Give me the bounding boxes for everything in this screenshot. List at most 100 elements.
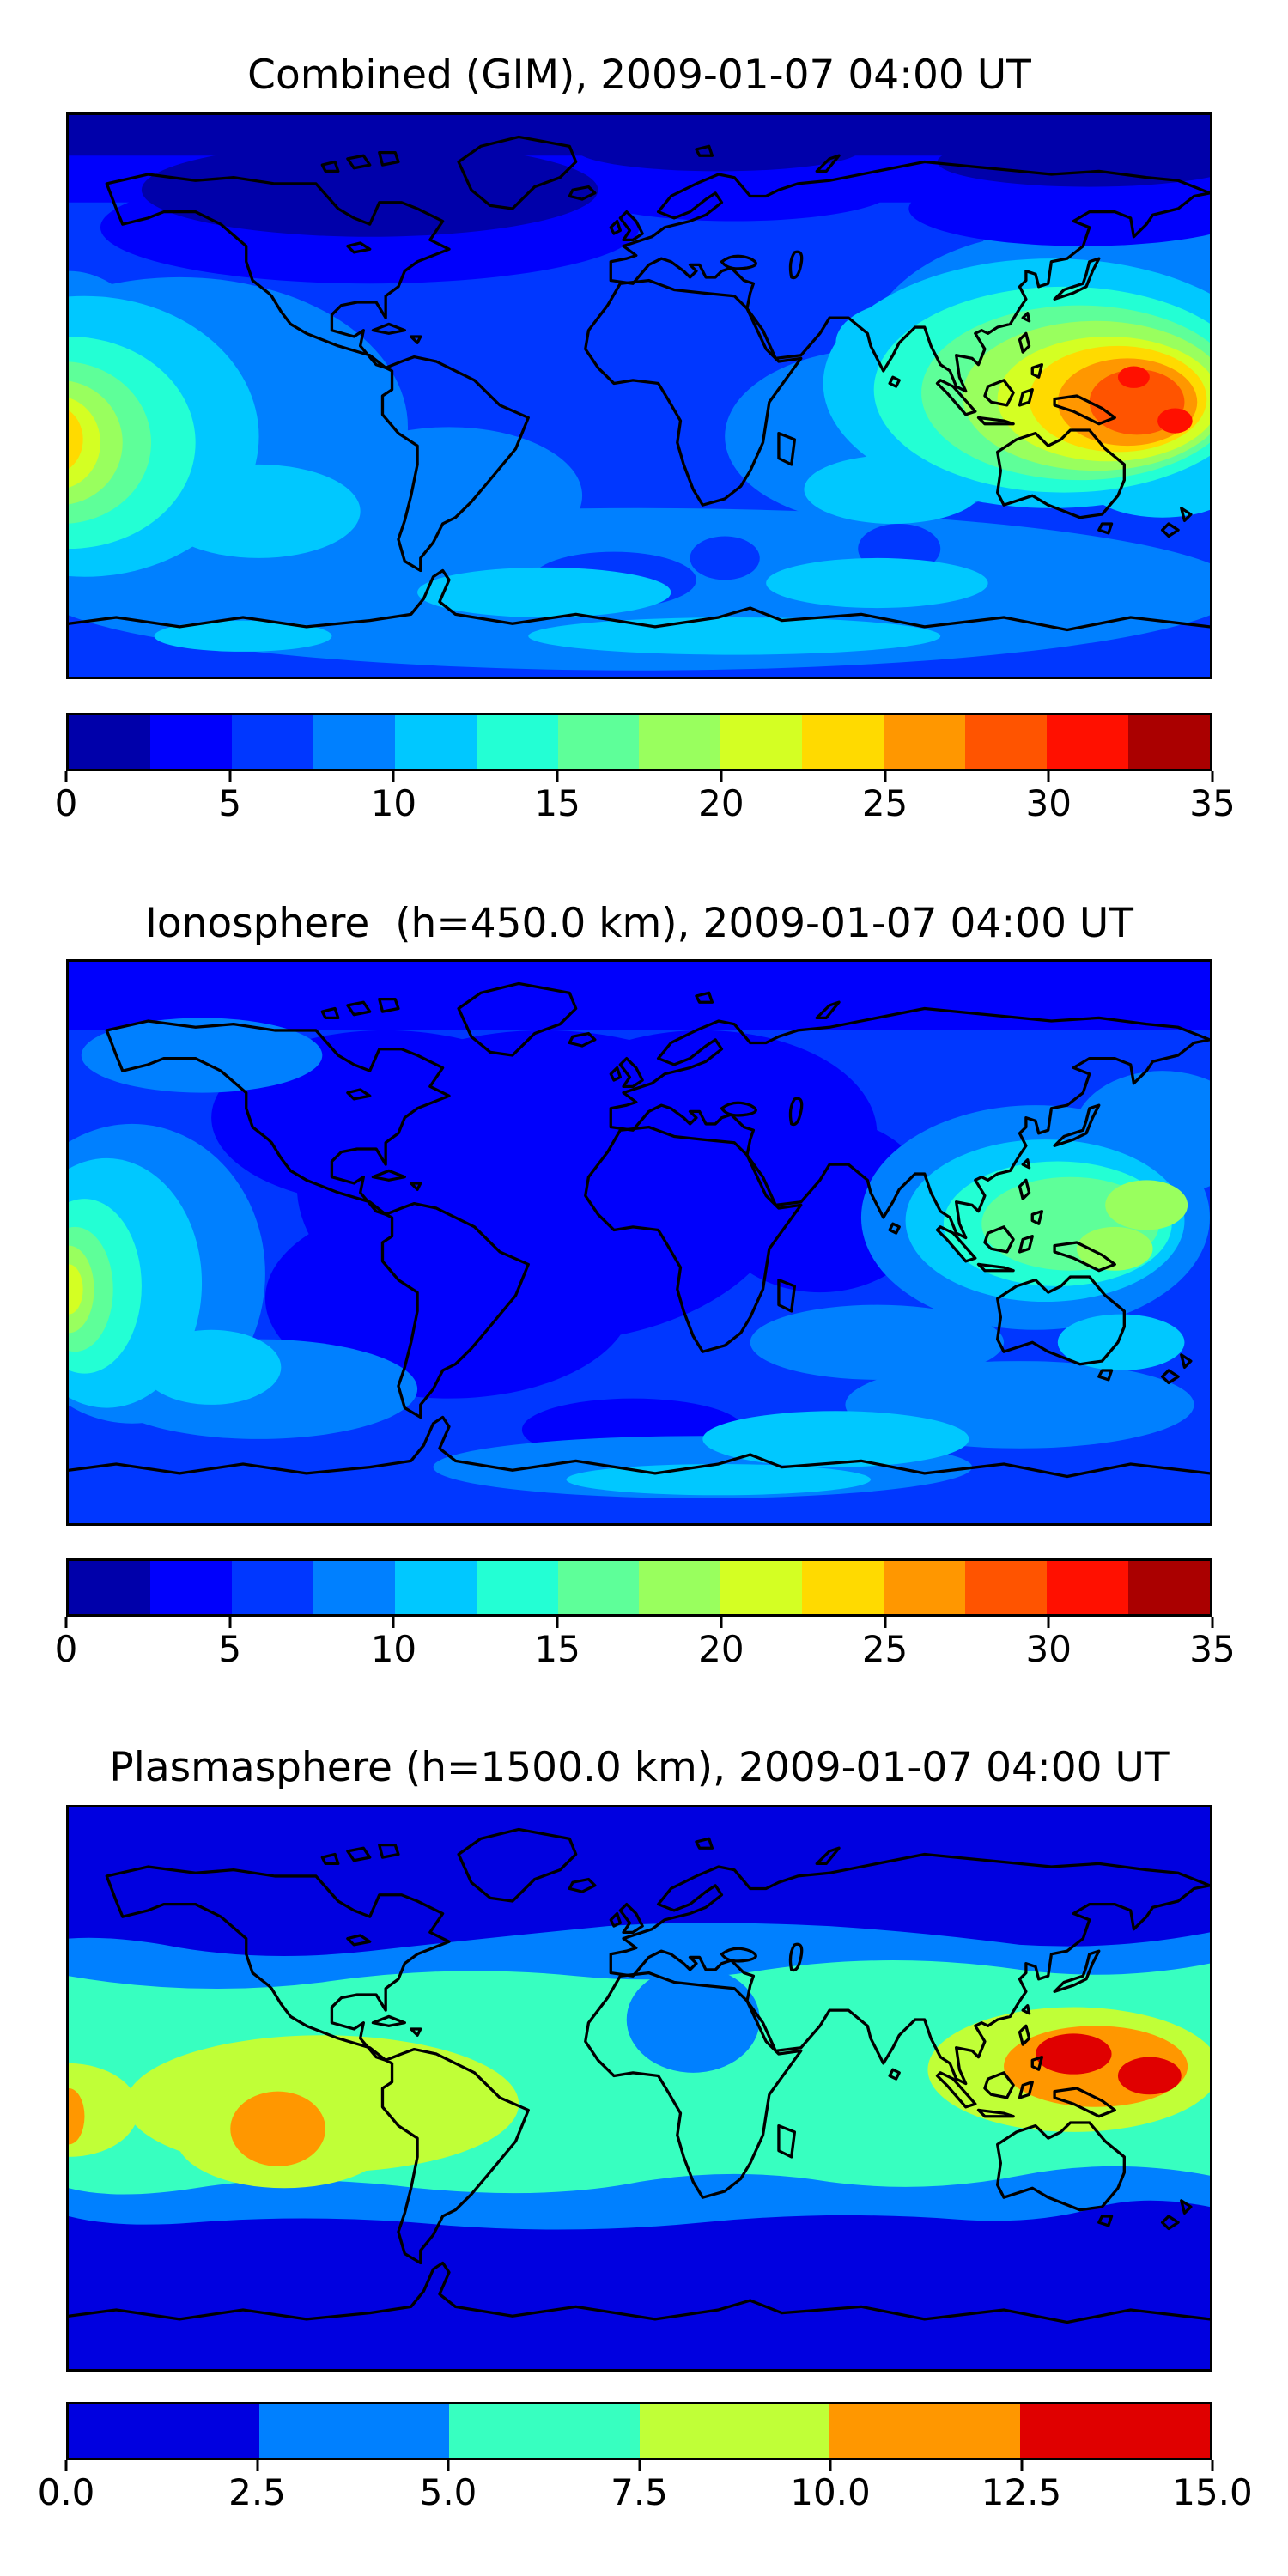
- colorbar-tick-label: 35: [1189, 782, 1236, 824]
- colorbar-tick-label: 15: [534, 782, 580, 824]
- colorbar-segment: [720, 1561, 803, 1614]
- colorbar-tick-label: 30: [1025, 1628, 1072, 1670]
- colorbar-tick-label: 15: [534, 1628, 580, 1670]
- colorbar-tick-mark: [720, 1617, 723, 1628]
- colorbar-tick-label: 2.5: [228, 2471, 286, 2513]
- colorbar-segment: [313, 715, 395, 769]
- map-plasmasphere-contours: [69, 1807, 1210, 2369]
- colorbar-segment: [69, 715, 150, 769]
- colorbar-tick-mark: [1211, 771, 1214, 782]
- colorbar-tick-label: 5: [218, 1628, 242, 1670]
- colorbar-tick-label: 20: [698, 1628, 744, 1670]
- colorbar-ticks-ionosphere: 0 5 10 15 20 25 30 35: [55, 1617, 1236, 1672]
- colorbar-tick-label: 35: [1189, 1628, 1236, 1670]
- colorbar-segment: [69, 1561, 150, 1614]
- colorbar-segment: [476, 715, 558, 769]
- colorbar-tick-label: 30: [1025, 782, 1072, 824]
- colorbar-segment: [231, 1561, 313, 1614]
- colorbar-segment: [884, 715, 966, 769]
- colorbar-tick-mark: [720, 771, 723, 782]
- colorbar-segment: [965, 1561, 1048, 1614]
- colorbar-tick-mark: [64, 771, 68, 782]
- colorbar-tick-label: 25: [861, 782, 908, 824]
- colorbar-segment: [69, 2404, 259, 2458]
- colorbar-ticks-combined: 0 5 10 15 20 25 30 35: [55, 771, 1236, 826]
- map-plasmasphere: [66, 1805, 1212, 2372]
- panel-title-combined: Combined (GIM), 2009-01-07 04:00 UT: [247, 52, 1031, 99]
- colorbar-tick-mark: [829, 2460, 832, 2471]
- colorbar-tick-mark: [447, 2460, 450, 2471]
- colorbar-segment: [1127, 1561, 1210, 1614]
- colorbar-segment: [557, 1561, 640, 1614]
- colorbar-tick-label: 5.0: [419, 2471, 477, 2513]
- colorbar-segment: [557, 715, 640, 769]
- contour-band-0-2-north: [69, 115, 1210, 237]
- colorbar-tick-mark: [228, 771, 232, 782]
- colorbar-tick-label: 20: [698, 782, 744, 824]
- colorbar-plasmasphere: [66, 2402, 1212, 2460]
- colorbar-combined: [66, 713, 1212, 771]
- colorbar-tick-label: 0.0: [37, 2471, 95, 2513]
- colorbar-tick-label: 12.5: [981, 2471, 1062, 2513]
- colorbar-tick-label: 10: [370, 782, 417, 824]
- colorbar-segment: [1047, 1561, 1128, 1614]
- colorbar-segment: [720, 715, 803, 769]
- colorbar-tick-mark: [64, 1617, 68, 1628]
- contour-band-0-2: [69, 1807, 1210, 2369]
- colorbar-tick-mark: [1020, 2460, 1023, 2471]
- colorbar-segment: [639, 2404, 829, 2458]
- colorbar-segment: [1047, 715, 1128, 769]
- colorbar-segment: [639, 1561, 721, 1614]
- colorbar-tick-mark: [1211, 2460, 1214, 2471]
- colorbar-tick-label: 25: [861, 1628, 908, 1670]
- colorbar-ionosphere: [66, 1558, 1212, 1617]
- colorbar-segment: [149, 715, 232, 769]
- colorbar-segment: [258, 2404, 449, 2458]
- colorbar-tick-mark: [884, 771, 887, 782]
- colorbar-tick-label: 5: [218, 782, 242, 824]
- colorbar-tick-mark: [392, 771, 395, 782]
- colorbar-tick-mark: [228, 1617, 232, 1628]
- colorbar-segment: [231, 715, 313, 769]
- panel-title-ionosphere: Ionosphere (h=450.0 km), 2009-01-07 04:0…: [144, 900, 1134, 947]
- colorbar-ticks-plasmasphere: 0.0 2.5 5.0 7.5 10.0 12.5 15.0: [38, 2460, 1253, 2515]
- map-combined: [66, 112, 1212, 679]
- colorbar-tick-label: 15.0: [1172, 2471, 1253, 2513]
- colorbar-tick-mark: [1047, 771, 1050, 782]
- map-ionosphere-contours: [69, 962, 1210, 1523]
- colorbar-tick-mark: [256, 2460, 258, 2471]
- contour-band-30-32: [1117, 366, 1193, 434]
- colorbar-tick-label: 0: [54, 782, 78, 824]
- map-combined-contours: [69, 115, 1210, 677]
- colorbar-segment: [394, 1561, 477, 1614]
- colorbar-tick-mark: [1047, 1617, 1050, 1628]
- colorbar-tick-mark: [1211, 1617, 1214, 1628]
- panel-title-plasmasphere: Plasmasphere (h=1500.0 km), 2009-01-07 0…: [109, 1744, 1170, 1791]
- colorbar-tick-label: 0: [54, 1628, 78, 1670]
- colorbar-segment: [965, 715, 1048, 769]
- map-ionosphere: [66, 959, 1212, 1526]
- colorbar-segment: [884, 1561, 966, 1614]
- contour-band-12-15: [1035, 2033, 1182, 2095]
- colorbar-tick-mark: [392, 1617, 395, 1628]
- colorbar-tick-mark: [556, 1617, 559, 1628]
- colorbar-tick-label: 10: [370, 1628, 417, 1670]
- colorbar-tick-mark: [556, 771, 559, 782]
- colorbar-segment: [1019, 2404, 1210, 2458]
- colorbar-tick-label: 7.5: [611, 2471, 668, 2513]
- colorbar-segment: [449, 2404, 640, 2458]
- colorbar-segment: [149, 1561, 232, 1614]
- colorbar-tick-mark: [64, 2460, 68, 2471]
- colorbar-segment: [639, 715, 721, 769]
- colorbar-tick-label: 10.0: [790, 2471, 871, 2513]
- contour-band-17-20: [69, 1180, 1188, 1334]
- colorbar-segment: [476, 1561, 558, 1614]
- colorbar-tick-mark: [638, 2460, 641, 2471]
- colorbar-segment: [394, 715, 477, 769]
- colorbar-segment: [802, 1561, 884, 1614]
- colorbar-segment: [313, 1561, 395, 1614]
- colorbar-segment: [1127, 715, 1210, 769]
- contour-band-20-22: [69, 1264, 83, 1315]
- colorbar-segment: [802, 715, 884, 769]
